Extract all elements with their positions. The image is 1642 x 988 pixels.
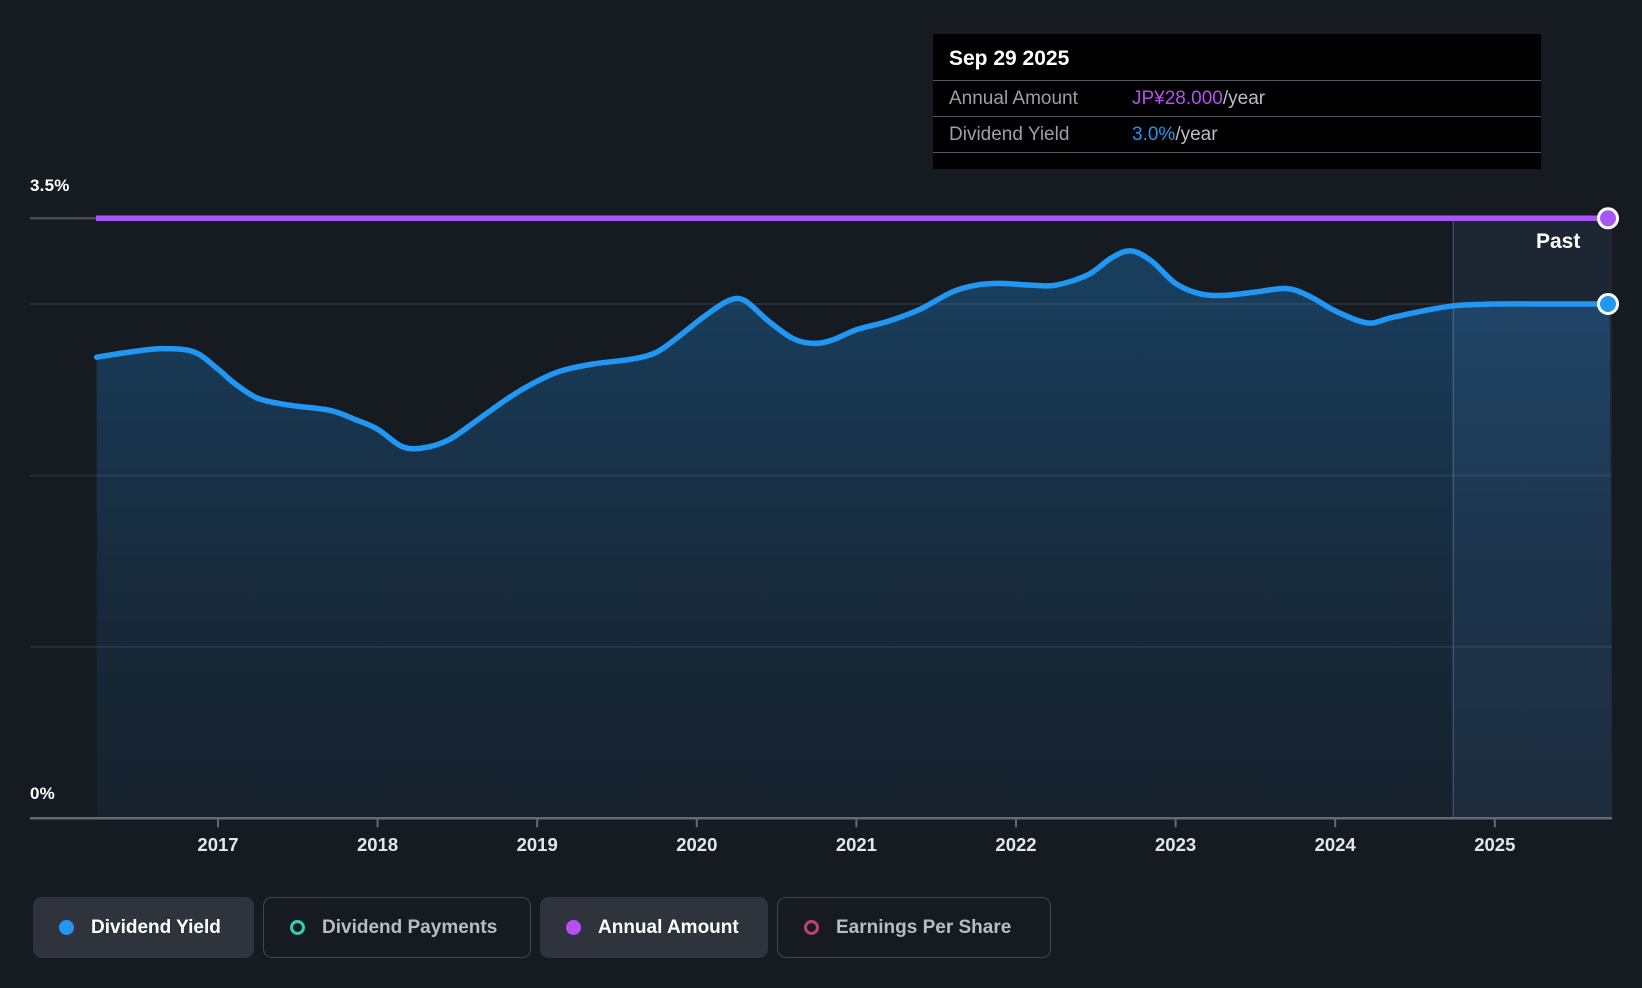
tooltip-row-dividend-yield: Dividend Yield 3.0% /year: [933, 117, 1541, 153]
tooltip-row-annual-amount: Annual Amount JP¥28.000 /year: [933, 81, 1541, 117]
legend-toggle-dividend-payments[interactable]: Dividend Payments: [263, 897, 531, 958]
legend-toggle-annual-amount[interactable]: Annual Amount: [540, 897, 768, 958]
x-axis-year-label: 2024: [1315, 834, 1357, 855]
past-region-label: Past: [1536, 230, 1581, 253]
x-axis-year-label: 2021: [836, 834, 877, 855]
tooltip-label: Annual Amount: [949, 87, 1078, 109]
chart-legend: Dividend Yield Dividend Payments Annual Am…: [33, 897, 1051, 958]
hollow-circle-icon: [290, 920, 305, 935]
filled-circle-icon: [566, 920, 581, 935]
tooltip-value: 3.0%: [1132, 123, 1176, 145]
dividend-yield-line: [93, 248, 1613, 452]
tooltip-label: Dividend Yield: [949, 123, 1070, 145]
legend-label: Annual Amount: [598, 916, 739, 938]
y-axis-label-max: 3.5%: [30, 176, 70, 195]
past-year-highlight-band: [1453, 218, 1612, 819]
legend-label: Earnings Per Share: [836, 916, 1012, 938]
annual-amount-endpoint-marker: [1597, 207, 1619, 230]
x-axis-year-label: 2022: [995, 834, 1036, 855]
legend-label: Dividend Payments: [322, 916, 498, 938]
x-axis-year-label: 2018: [357, 834, 398, 855]
chart-tooltip: Sep 29 2025 Annual Amount JP¥28.000 /yea…: [933, 34, 1541, 169]
x-axis-year-label: 2017: [197, 834, 238, 855]
tooltip-value: JP¥28.000: [1132, 87, 1223, 109]
x-axis-year-label: 2023: [1155, 834, 1196, 855]
dividend-yield-endpoint-marker: [1597, 293, 1619, 316]
x-axis-year-label: 2025: [1474, 834, 1515, 855]
y-axis-label-zero: 0%: [30, 784, 55, 803]
legend-toggle-earnings-per-share[interactable]: Earnings Per Share: [777, 897, 1051, 958]
filled-circle-icon: [59, 920, 74, 935]
legend-label: Dividend Yield: [91, 916, 221, 938]
hollow-circle-icon: [804, 920, 819, 935]
tooltip-date: Sep 29 2025: [933, 34, 1541, 81]
legend-toggle-dividend-yield[interactable]: Dividend Yield: [33, 897, 254, 958]
x-axis-year-label: 2019: [517, 834, 558, 855]
dividend-yield-area: [96, 250, 1613, 819]
tooltip-unit: /year: [1175, 123, 1218, 145]
x-axis-year-label: 2020: [676, 834, 717, 855]
tooltip-unit: /year: [1222, 87, 1266, 109]
